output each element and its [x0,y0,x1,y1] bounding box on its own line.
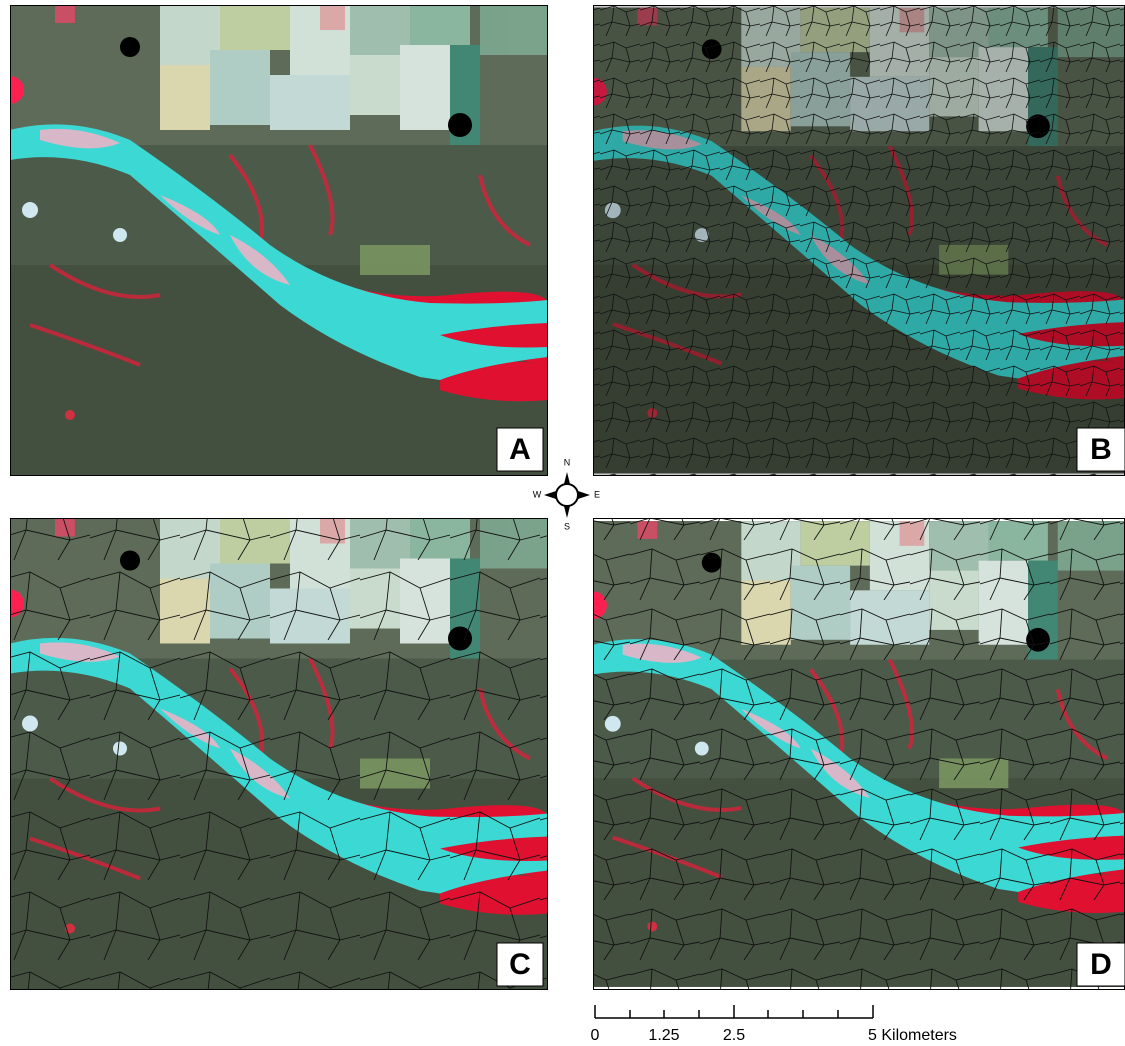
panel-label: B [1090,433,1112,466]
compass-label: E [594,489,600,499]
panel-a: A [0,5,548,476]
panel-label: D [1090,948,1112,981]
scale-label: 0 [591,1027,600,1044]
panel-c: C [0,518,548,990]
panel-label: A [509,433,531,466]
compass-label: W [533,489,542,499]
scale-label: 1.25 [648,1027,679,1044]
panel-b: B [579,5,1125,476]
panel-d: D [579,518,1125,990]
scale-label: 5 Kilometers [868,1027,957,1044]
scale-label: 2.5 [723,1027,745,1044]
scale-bar: 0 1.25 2.5 5 Kilometers [591,1005,957,1044]
panel-label: C [509,948,531,981]
compass-label: N [564,457,571,467]
compass-label: S [564,521,570,531]
figure: A B C D N S E W 0 1.25 2.5 5 Kilometers [0,0,1125,1046]
